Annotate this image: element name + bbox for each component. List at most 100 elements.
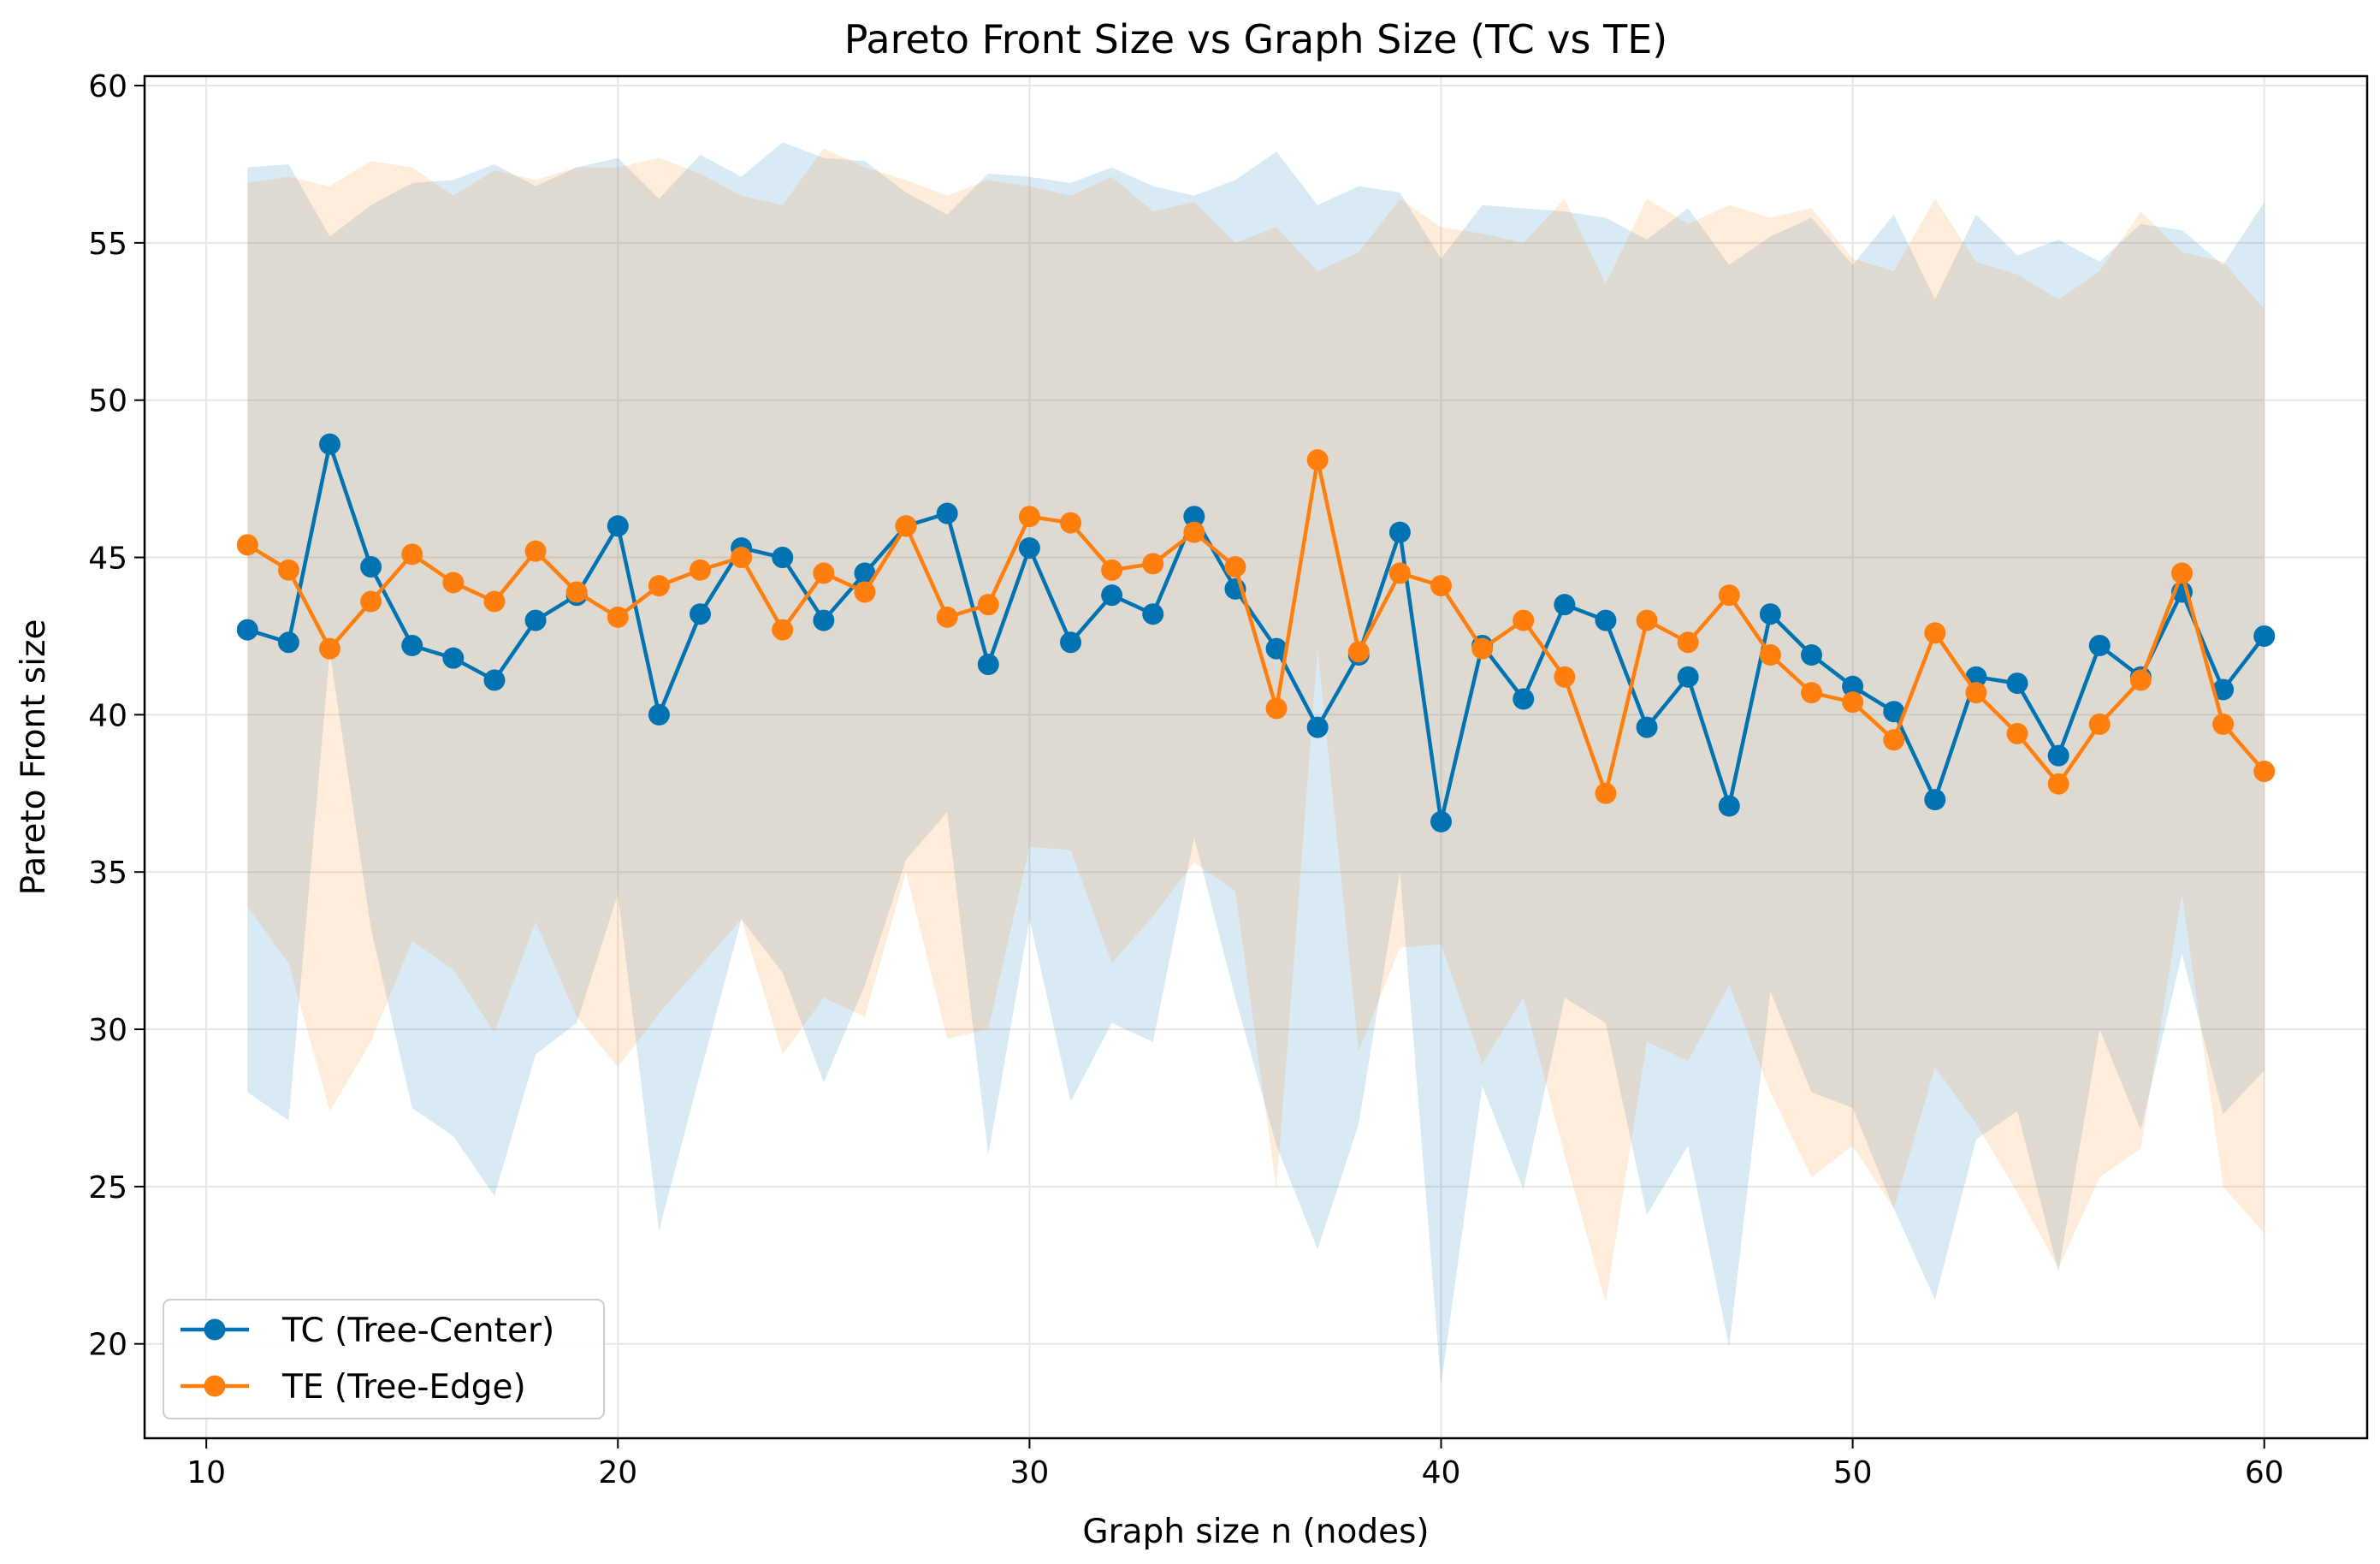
data-point-tc bbox=[813, 609, 835, 631]
data-point-tc bbox=[2088, 634, 2111, 656]
x-tick-label: 10 bbox=[186, 1455, 226, 1490]
legend-tc-label: TC (Tree-Center) bbox=[281, 1312, 554, 1350]
data-point-te bbox=[895, 515, 917, 537]
data-point-tc bbox=[2253, 625, 2276, 647]
data-point-tc bbox=[483, 669, 506, 691]
y-tick-label: 55 bbox=[88, 227, 127, 262]
data-point-tc bbox=[1554, 594, 1576, 616]
grid bbox=[145, 76, 2367, 1438]
data-point-tc bbox=[1718, 795, 1740, 817]
data-point-te bbox=[1636, 609, 1658, 631]
data-point-te bbox=[1347, 641, 1370, 663]
data-point-tc bbox=[1430, 810, 1452, 832]
y-tick-label: 25 bbox=[88, 1170, 127, 1206]
data-point-te bbox=[483, 590, 506, 613]
data-point-tc bbox=[1060, 631, 1081, 654]
data-point-tc bbox=[690, 603, 711, 625]
data-point-te bbox=[565, 581, 588, 603]
data-point-tc bbox=[1018, 537, 1040, 560]
data-point-tc bbox=[2212, 678, 2235, 701]
std-band-tc bbox=[247, 142, 2265, 1385]
data-point-tc bbox=[442, 647, 465, 669]
data-point-te bbox=[936, 606, 958, 628]
data-point-te bbox=[1388, 562, 1411, 584]
data-point-te bbox=[277, 559, 299, 581]
data-point-te bbox=[1801, 682, 1822, 704]
legend: TC (Tree-Center) TE (Tree-Edge) bbox=[163, 1299, 605, 1419]
data-point-tc bbox=[648, 703, 670, 726]
data-point-te bbox=[1677, 631, 1699, 654]
data-point-te bbox=[1883, 729, 1905, 751]
std-band-te bbox=[247, 148, 2265, 1303]
data-point-tc bbox=[936, 502, 958, 524]
data-point-tc bbox=[1142, 603, 1164, 625]
data-point-te bbox=[1554, 666, 1576, 688]
data-point-tc bbox=[401, 634, 423, 656]
data-point-tc bbox=[1388, 521, 1411, 543]
data-point-tc bbox=[1306, 716, 1329, 738]
data-point-tc bbox=[1677, 666, 1699, 688]
data-point-te bbox=[442, 572, 465, 594]
data-point-te bbox=[1759, 644, 1781, 666]
series-line-tc bbox=[246, 441, 2266, 824]
data-point-tc bbox=[1801, 644, 1822, 666]
data-point-tc bbox=[1759, 603, 1781, 625]
data-point-tc bbox=[236, 619, 258, 641]
data-point-te bbox=[236, 534, 258, 556]
data-point-tc bbox=[1595, 609, 1617, 631]
data-point-tc bbox=[524, 609, 547, 631]
data-point-tc bbox=[1883, 701, 1905, 723]
data-point-te bbox=[1718, 584, 1740, 607]
data-point-te bbox=[401, 543, 423, 566]
data-point-tc bbox=[2006, 672, 2028, 695]
data-point-tc bbox=[977, 654, 999, 676]
data-point-te bbox=[772, 619, 794, 641]
data-point-te bbox=[1101, 559, 1123, 581]
data-point-tc bbox=[319, 433, 340, 455]
legend-te-label: TE (Tree-Edge) bbox=[281, 1368, 526, 1407]
data-point-te bbox=[854, 581, 876, 603]
data-point-tc bbox=[1924, 789, 1946, 811]
y-tick-label: 20 bbox=[88, 1328, 127, 1363]
data-point-tc bbox=[1513, 688, 1535, 710]
data-point-te bbox=[1430, 575, 1452, 597]
data-point-tc bbox=[772, 547, 794, 569]
data-point-te bbox=[2006, 722, 2028, 744]
y-tick-label: 30 bbox=[88, 1013, 127, 1048]
x-axis-label: Graph size n (nodes) bbox=[1082, 1513, 1429, 1551]
data-point-tc bbox=[2047, 744, 2069, 767]
data-point-te bbox=[1018, 506, 1040, 528]
y-tick-label: 40 bbox=[88, 698, 127, 733]
data-point-te bbox=[1224, 556, 1246, 578]
data-point-tc bbox=[607, 515, 629, 537]
series-lines bbox=[236, 433, 2276, 832]
data-point-te bbox=[1595, 782, 1617, 804]
data-point-te bbox=[607, 606, 629, 628]
data-point-te bbox=[1306, 449, 1329, 471]
x-tick-label: 40 bbox=[1422, 1455, 1461, 1490]
y-tick-label: 50 bbox=[88, 384, 127, 419]
data-point-te bbox=[319, 637, 340, 660]
data-point-te bbox=[977, 594, 999, 616]
x-tick-label: 50 bbox=[1833, 1455, 1873, 1490]
data-point-te bbox=[1924, 622, 1946, 644]
legend-tc-marker bbox=[204, 1318, 226, 1341]
x-tick-label: 20 bbox=[598, 1455, 637, 1490]
data-point-te bbox=[2171, 562, 2193, 584]
data-point-te bbox=[1513, 609, 1535, 631]
data-point-te bbox=[648, 575, 670, 597]
data-point-te bbox=[2129, 669, 2152, 691]
data-point-tc bbox=[1636, 716, 1658, 738]
ticks: 10 20 30 40 50 60 20 25 30 35 40 45 50 55 60 bbox=[88, 69, 2283, 1490]
data-point-tc bbox=[277, 631, 299, 654]
data-point-tc bbox=[1183, 506, 1205, 528]
data-point-te bbox=[1060, 512, 1081, 534]
data-point-tc bbox=[1101, 584, 1123, 607]
legend-box bbox=[163, 1299, 605, 1419]
legend-te-marker bbox=[204, 1375, 226, 1397]
data-point-tc bbox=[360, 556, 382, 578]
data-point-tc bbox=[1842, 675, 1864, 697]
data-point-tc bbox=[1265, 637, 1288, 660]
data-point-te bbox=[2212, 713, 2235, 735]
